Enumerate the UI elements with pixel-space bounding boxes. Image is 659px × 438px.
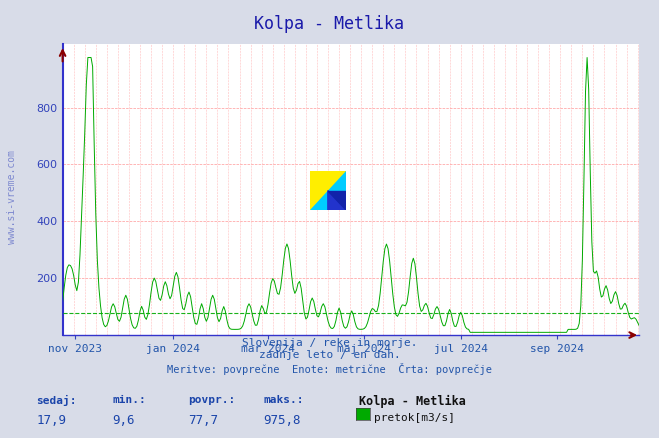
- Text: Slovenija / reke in morje.: Slovenija / reke in morje.: [242, 338, 417, 348]
- Text: Meritve: povprečne  Enote: metrične  Črta: povprečje: Meritve: povprečne Enote: metrične Črta:…: [167, 363, 492, 374]
- Text: zadnje leto / en dan.: zadnje leto / en dan.: [258, 350, 401, 360]
- Text: Kolpa - Metlika: Kolpa - Metlika: [359, 395, 466, 408]
- Text: sedaj:: sedaj:: [36, 395, 76, 406]
- Text: www.si-vreme.com: www.si-vreme.com: [7, 150, 17, 244]
- Text: pretok[m3/s]: pretok[m3/s]: [374, 413, 455, 423]
- Polygon shape: [310, 171, 346, 210]
- Text: 17,9: 17,9: [36, 414, 67, 427]
- Text: 77,7: 77,7: [188, 414, 218, 427]
- Text: Kolpa - Metlika: Kolpa - Metlika: [254, 15, 405, 33]
- Text: 975,8: 975,8: [264, 414, 301, 427]
- Text: povpr.:: povpr.:: [188, 395, 235, 405]
- Text: 9,6: 9,6: [112, 414, 134, 427]
- Text: maks.:: maks.:: [264, 395, 304, 405]
- Polygon shape: [310, 171, 346, 210]
- Text: min.:: min.:: [112, 395, 146, 405]
- Polygon shape: [328, 191, 346, 210]
- Polygon shape: [328, 191, 346, 210]
